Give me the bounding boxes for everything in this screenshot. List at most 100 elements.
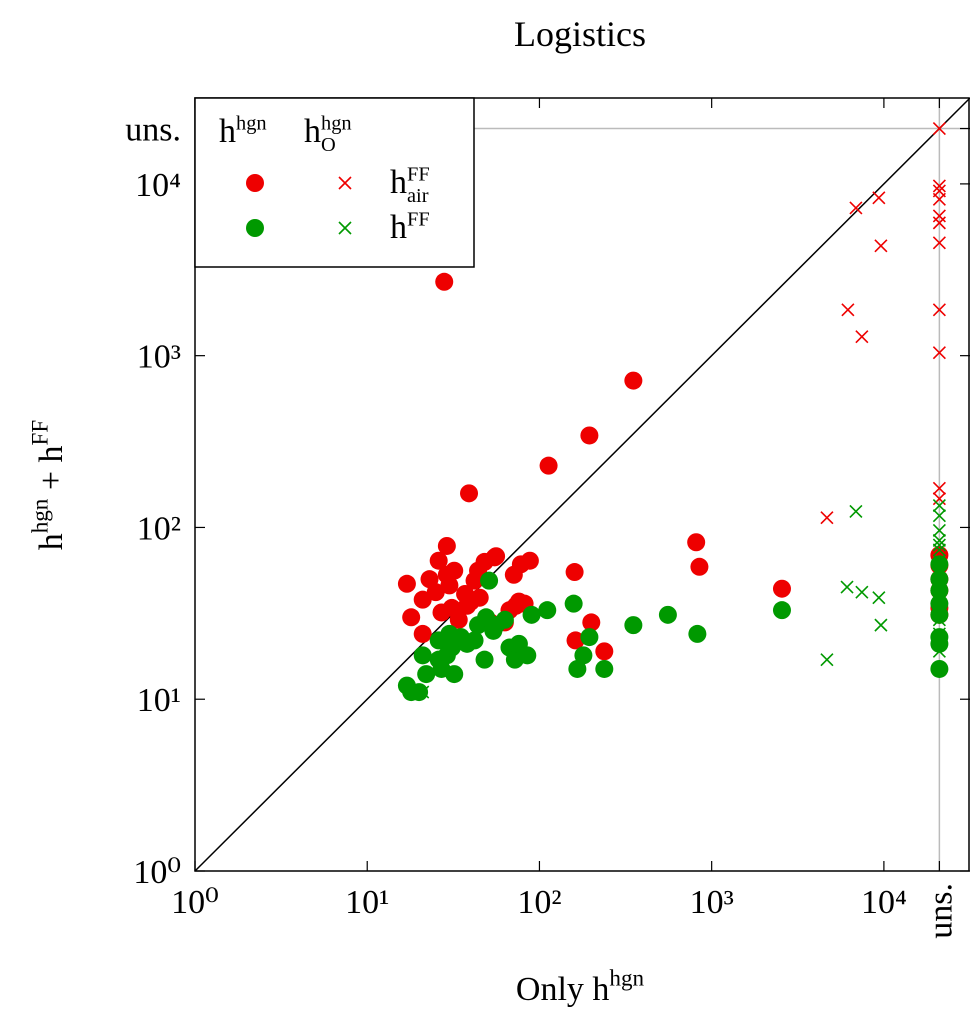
point <box>658 605 677 624</box>
point <box>688 624 707 643</box>
point <box>932 554 946 568</box>
legend-label: hFF air <box>390 163 430 207</box>
point <box>518 646 537 665</box>
point <box>932 192 946 206</box>
x-tick-label: uns. <box>922 883 959 939</box>
x-tick-label: 10⁴ <box>861 884 907 921</box>
x-axis-label: Only hhgn <box>516 966 645 1008</box>
point <box>445 665 464 684</box>
point <box>538 601 557 620</box>
y-tick-label: 10³ <box>137 339 181 376</box>
point <box>932 533 946 548</box>
legend-header: hhgn <box>219 112 267 150</box>
point <box>930 659 949 678</box>
point <box>690 557 709 576</box>
point <box>820 511 834 525</box>
point <box>932 583 946 597</box>
point <box>772 579 791 598</box>
text-part: h <box>390 164 407 201</box>
text-part: h <box>304 113 321 150</box>
point <box>930 594 949 613</box>
point <box>539 456 558 475</box>
point <box>435 272 454 291</box>
point <box>580 628 599 647</box>
point <box>841 303 855 317</box>
point <box>932 593 946 607</box>
point <box>874 618 888 632</box>
point <box>397 574 416 593</box>
point <box>772 601 791 620</box>
point <box>840 580 854 594</box>
text-part: hgn <box>28 498 54 533</box>
point <box>426 583 445 602</box>
point <box>624 616 643 635</box>
point <box>932 121 946 136</box>
point <box>932 574 946 588</box>
text-part: air <box>407 185 429 207</box>
point <box>932 509 946 523</box>
point <box>470 588 489 607</box>
point <box>568 659 587 678</box>
point <box>932 236 946 250</box>
y-tick-label: 10⁰ <box>133 854 181 891</box>
chart-title: Logistics <box>514 14 646 54</box>
point <box>460 484 479 503</box>
point <box>932 627 946 641</box>
point <box>595 659 614 678</box>
point <box>932 564 946 578</box>
point <box>932 523 946 538</box>
point <box>849 504 863 518</box>
text-part: h <box>33 533 70 550</box>
point <box>566 631 585 650</box>
text-part: FF <box>407 163 430 185</box>
point <box>932 346 946 360</box>
point <box>417 665 436 684</box>
y-tick-label: uns. <box>125 112 181 149</box>
point <box>932 543 946 557</box>
point <box>410 683 429 702</box>
point <box>930 555 949 574</box>
y-axis-label: hhgn + hFF <box>28 420 70 551</box>
point <box>580 426 599 445</box>
x-tick-label: 10¹ <box>345 884 389 921</box>
point <box>465 631 484 650</box>
y-tick-label: 10¹ <box>137 682 181 719</box>
point <box>574 646 593 665</box>
point <box>855 330 869 344</box>
point <box>487 547 506 566</box>
x-tick-label: 10² <box>517 884 561 921</box>
point <box>437 536 456 555</box>
point <box>445 561 464 580</box>
point <box>416 685 430 699</box>
text-part: h <box>219 113 236 150</box>
point <box>932 303 946 317</box>
text-part: FF <box>28 420 54 446</box>
point <box>932 179 946 193</box>
y-tick-label: 10² <box>137 510 181 547</box>
legend-marker <box>246 174 264 192</box>
legend-header: hhgn O <box>304 112 352 156</box>
point <box>440 576 459 595</box>
point <box>932 216 946 230</box>
text-part: h <box>390 209 407 246</box>
point <box>595 642 614 661</box>
point <box>413 624 432 643</box>
point <box>565 563 584 582</box>
point <box>402 608 421 627</box>
point <box>849 201 863 215</box>
legend-marker <box>338 221 352 235</box>
x-tick-label: 10⁰ <box>171 884 219 921</box>
point <box>874 239 888 253</box>
text-part: hgn <box>321 112 352 134</box>
point <box>932 644 946 658</box>
text-part: O <box>321 134 336 156</box>
text-part: + h <box>33 445 70 498</box>
point <box>522 605 541 624</box>
diagonal <box>194 97 970 872</box>
point <box>495 610 514 629</box>
point <box>932 481 946 495</box>
text-part: hgn <box>609 966 644 992</box>
x-tick-label: 10³ <box>690 884 734 921</box>
point <box>480 571 499 590</box>
